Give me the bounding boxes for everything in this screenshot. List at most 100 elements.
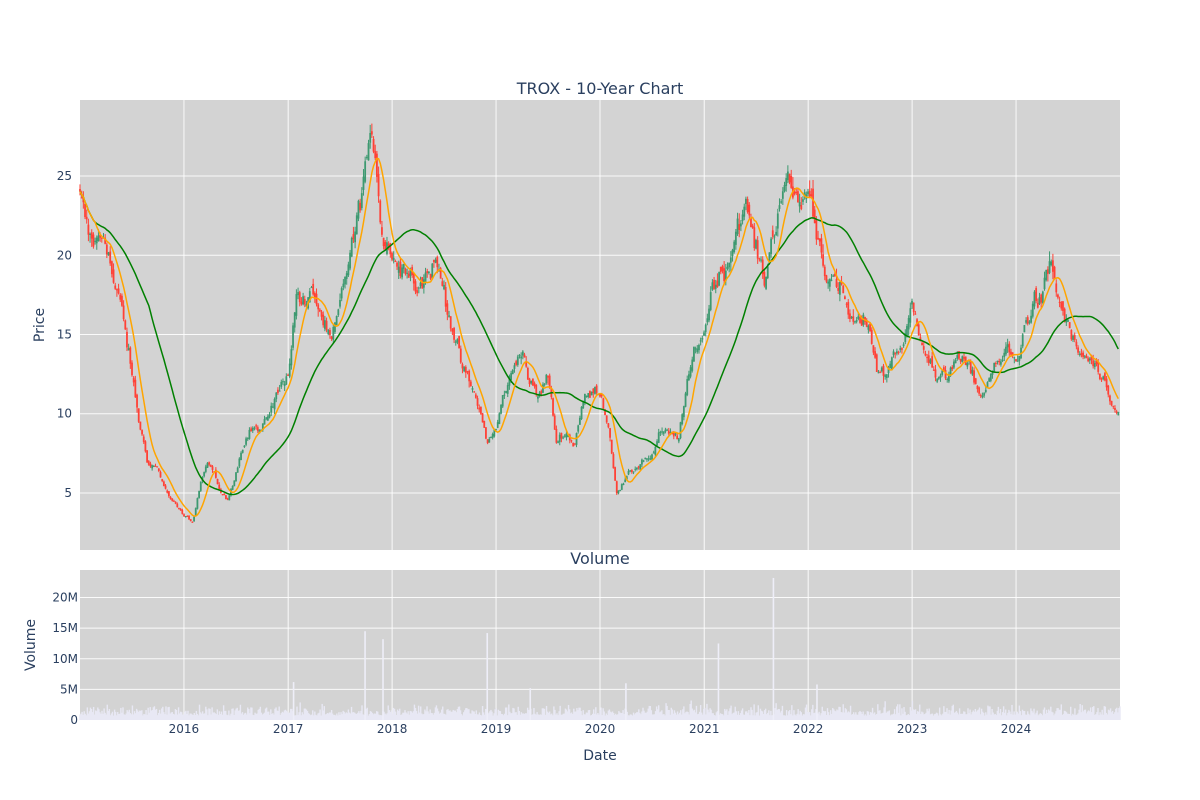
volume-bar [174, 709, 177, 720]
volume-bar [604, 715, 606, 720]
volume-bar [946, 708, 948, 720]
volume-bar [608, 709, 611, 720]
candle-body [273, 398, 276, 410]
candle-body [1085, 355, 1088, 359]
volume-bar [449, 710, 451, 720]
candle-body [417, 287, 420, 289]
candle-body [303, 299, 306, 305]
candle-body [748, 204, 751, 216]
volume-spike-bar [529, 688, 532, 720]
volume-bar [705, 714, 707, 720]
volume-bar [305, 709, 308, 720]
volume-bar [811, 709, 813, 720]
volume-bar [848, 712, 851, 720]
volume-bar [704, 707, 706, 720]
candle-body [186, 515, 189, 517]
volume-bar [612, 713, 615, 720]
volume-bar [471, 710, 473, 720]
candle-body [297, 292, 299, 296]
candle-body [698, 344, 700, 351]
candle-body [313, 292, 316, 299]
candle-body [122, 305, 125, 320]
volume-bar [555, 714, 557, 720]
volume-bar [998, 713, 1001, 720]
candle-body [147, 461, 150, 465]
volume-bar [485, 708, 487, 720]
volume-bar [843, 712, 845, 720]
volume-bar [863, 715, 865, 720]
candle-body [241, 449, 244, 453]
volume-bar [576, 708, 578, 720]
volume-bar [152, 707, 155, 720]
candle-body [672, 432, 675, 437]
volume-bar [477, 714, 480, 720]
volume-bar [727, 714, 729, 720]
candle-body [469, 381, 472, 387]
volume-bar [790, 714, 792, 720]
candle-body [1082, 352, 1084, 357]
volume-bar [156, 715, 159, 720]
volume-bar [226, 714, 228, 720]
volume-bar [110, 713, 113, 720]
candle-body [763, 271, 766, 286]
volume-bar [1108, 710, 1111, 720]
candle-body [280, 381, 283, 387]
volume-bar [386, 713, 388, 720]
volume-bar [818, 711, 820, 720]
candle-body [1018, 355, 1021, 361]
volume-bar [476, 714, 479, 720]
volume-bar [763, 710, 766, 720]
volume-bar [360, 710, 362, 720]
volume-bar [1095, 714, 1097, 720]
candle-body [1093, 363, 1096, 367]
candle-body [164, 485, 167, 489]
candle-body [724, 270, 727, 281]
candle-body [265, 417, 268, 419]
volume-bar [178, 713, 181, 720]
volume-bar [1106, 714, 1109, 720]
volume-bar [1006, 715, 1008, 720]
volume-bar [550, 714, 552, 720]
candle-body [263, 419, 266, 425]
candle-body [555, 428, 558, 443]
volume-bar [649, 706, 652, 720]
volume-bar [627, 715, 630, 720]
volume-bar [265, 707, 268, 720]
volume-bar [415, 710, 418, 720]
candle-body [468, 370, 471, 382]
candle-body [974, 378, 977, 384]
volume-bar [858, 712, 860, 720]
candle-body [266, 416, 269, 421]
candle-body [399, 261, 402, 276]
volume-bar [954, 712, 957, 720]
candle-body [874, 351, 876, 358]
candle-body [112, 269, 115, 283]
candle-body [537, 396, 539, 399]
candle-body [865, 320, 868, 327]
volume-bar [515, 712, 517, 720]
candle-body [426, 271, 429, 273]
volume-bar [1110, 712, 1113, 720]
candle-body [406, 272, 408, 274]
volume-bar [379, 715, 381, 720]
volume-bar [317, 713, 319, 720]
volume-bar [619, 712, 621, 720]
candle-body [1080, 353, 1083, 356]
volume-bar [385, 714, 387, 720]
volume-spike-bar [382, 639, 384, 720]
candle-body [357, 200, 360, 219]
candle-body [793, 191, 796, 194]
candle-body [1040, 294, 1043, 303]
volume-bar [440, 709, 443, 720]
volume-bar [662, 714, 664, 720]
volume-bar [1034, 714, 1036, 720]
volume-bar [398, 711, 400, 720]
volume-bar [162, 706, 164, 720]
volume-bar [275, 707, 277, 720]
x-tick-label: 2020 [585, 722, 616, 736]
volume-bar [967, 708, 969, 720]
volume-bar [208, 708, 210, 720]
price-y-tick-label: 15 [57, 328, 72, 342]
volume-bar [978, 707, 981, 720]
candle-body [100, 237, 103, 239]
